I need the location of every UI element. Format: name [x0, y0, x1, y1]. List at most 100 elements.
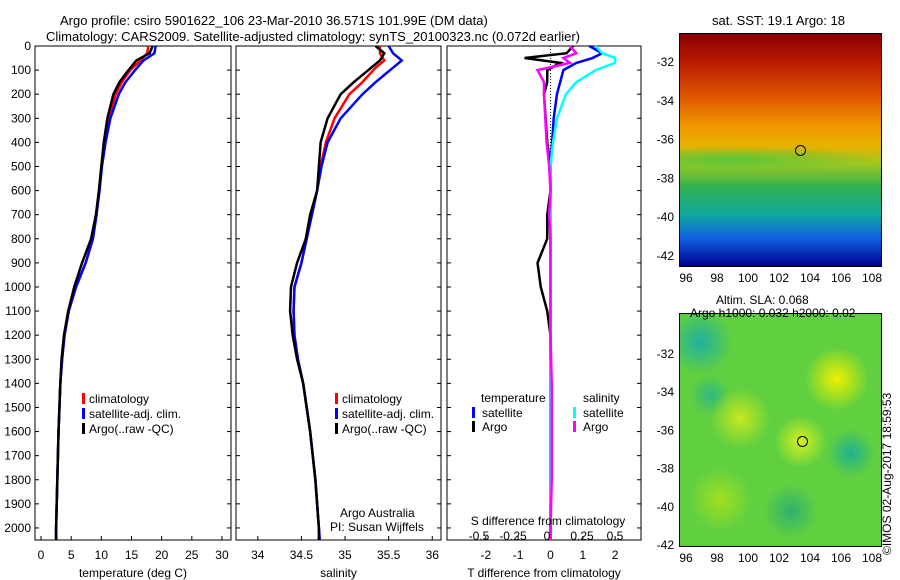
- credit-text: ©IMOS 02-Aug-2017 18:59:53: [880, 392, 894, 555]
- y-tick-label: 500: [11, 159, 31, 173]
- x-tick-label: 20: [155, 548, 169, 562]
- y-tick-label: 600: [11, 184, 31, 198]
- y-tick-label: 400: [11, 135, 31, 149]
- lat-tick-label: -40: [657, 210, 675, 224]
- series-line-t-satellite: [549, 44, 605, 540]
- x2-tick-label: -0.5: [469, 529, 490, 543]
- lon-tick-label: 98: [710, 551, 724, 565]
- legend-swatch: [472, 421, 475, 432]
- legend-label: Argo: [583, 420, 609, 434]
- lon-tick-label: 108: [862, 551, 882, 565]
- lon-tick-label: 104: [800, 271, 820, 285]
- argo-location-marker: [795, 145, 806, 156]
- lon-tick-label: 106: [831, 551, 851, 565]
- x-tick-label: -2: [480, 548, 491, 562]
- legend-header: salinity: [583, 391, 620, 405]
- sla-map-title-2: Argo h1000: 0.032 h2000: 0.02: [690, 306, 856, 320]
- legend-swatch: [82, 423, 85, 434]
- legend-swatch: [472, 407, 475, 418]
- legend-swatch: [335, 393, 338, 404]
- legend-swatch: [573, 421, 576, 432]
- y-tick-label: 2000: [4, 521, 31, 535]
- lon-tick-label: 100: [738, 271, 758, 285]
- y-tick-label: 800: [11, 232, 31, 246]
- lon-tick-label: 104: [800, 551, 820, 565]
- y-tick-label: 1500: [4, 400, 31, 414]
- x-axis-label: temperature (deg C): [79, 566, 187, 580]
- lon-tick-label: 100: [738, 551, 758, 565]
- lat-tick-label: -42: [657, 249, 675, 263]
- x-tick-label: -1: [513, 548, 524, 562]
- title-line-2: Climatology: CARS2009. Satellite-adjuste…: [46, 29, 581, 44]
- lat-tick-label: -40: [657, 500, 675, 514]
- annotation: Argo Australia: [340, 506, 415, 520]
- x-axis-label: T difference from climatology: [467, 566, 621, 580]
- y-tick-label: 700: [11, 208, 31, 222]
- series-line-argo---raw--qc-: [54, 45, 154, 540]
- annotation: PI: Susan Wijffels: [330, 520, 424, 534]
- x-tick-label: 30: [215, 548, 229, 562]
- legend-header: temperature: [481, 391, 546, 405]
- lon-tick-label: 96: [679, 271, 693, 285]
- lon-tick-label: 106: [831, 271, 851, 285]
- y-tick-label: 300: [11, 111, 31, 125]
- lat-tick-label: -42: [657, 538, 675, 552]
- x2-tick-label: 0: [544, 529, 551, 543]
- sla-map: [679, 313, 882, 547]
- x-tick-label: 2: [612, 548, 619, 562]
- title-line-1: Argo profile: csiro 5901622_106 23-Mar-2…: [60, 13, 488, 28]
- series-line-s-satellite: [549, 45, 617, 540]
- series-line-t-argo: [524, 45, 575, 540]
- y-tick-label: 1800: [4, 473, 31, 487]
- legend-swatch: [82, 393, 85, 404]
- argo-location-marker: [797, 436, 808, 447]
- series-line-s-argo: [535, 45, 579, 540]
- y-tick-label: 1600: [4, 425, 31, 439]
- x-tick-label: 35.5: [377, 548, 401, 562]
- x2-tick-label: 0.5: [607, 529, 624, 543]
- lat-tick-label: -38: [657, 462, 675, 476]
- sst-map: [679, 33, 882, 267]
- series-line-climatology: [54, 45, 150, 540]
- legend-label: satellite: [482, 406, 523, 420]
- x-tick-label: 35: [338, 548, 352, 562]
- legend-label: climatology: [342, 392, 402, 406]
- lon-tick-label: 108: [862, 271, 882, 285]
- lat-tick-label: -34: [657, 385, 675, 399]
- y-tick-label: 1200: [4, 328, 31, 342]
- legend-label: satellite: [583, 406, 624, 420]
- plot-frame: [446, 45, 642, 541]
- lon-tick-label: 96: [679, 551, 693, 565]
- y-tick-label: 1300: [4, 352, 31, 366]
- legend-swatch: [573, 407, 576, 418]
- lat-tick-label: -36: [657, 133, 675, 147]
- y-tick-label: 1000: [4, 280, 31, 294]
- x-tick-label: 5: [68, 548, 75, 562]
- legend-label: climatology: [89, 392, 149, 406]
- x2-tick-label: -0.25: [499, 529, 527, 543]
- y-tick-label: 1700: [4, 449, 31, 463]
- y-tick-label: 100: [11, 63, 31, 77]
- x-tick-label: 34: [251, 548, 265, 562]
- x-tick-label: 0: [547, 548, 554, 562]
- y-tick-label: 1900: [4, 497, 31, 511]
- lat-tick-label: -32: [657, 347, 675, 361]
- x-axis-label: salinity: [320, 566, 357, 580]
- series-line-satellite-adj--clim-: [292, 45, 404, 541]
- plot-frame: [235, 45, 442, 541]
- lon-tick-label: 102: [769, 271, 789, 285]
- x-tick-label: 15: [125, 548, 139, 562]
- x-tick-label: 0: [38, 548, 45, 562]
- legend-swatch: [335, 408, 338, 419]
- legend-swatch: [335, 423, 338, 434]
- legend-label: satellite-adj. clim.: [342, 407, 434, 421]
- lat-tick-label: -38: [657, 171, 675, 185]
- lat-tick-label: -34: [657, 94, 675, 108]
- sst-map-title: sat. SST: 19.1 Argo: 18: [712, 13, 845, 28]
- legend-label: Argo(..raw -QC): [342, 422, 427, 436]
- series-line-argo---raw--qc-: [288, 45, 386, 540]
- x-tick-label: 10: [95, 548, 109, 562]
- y-tick-label: 900: [11, 256, 31, 270]
